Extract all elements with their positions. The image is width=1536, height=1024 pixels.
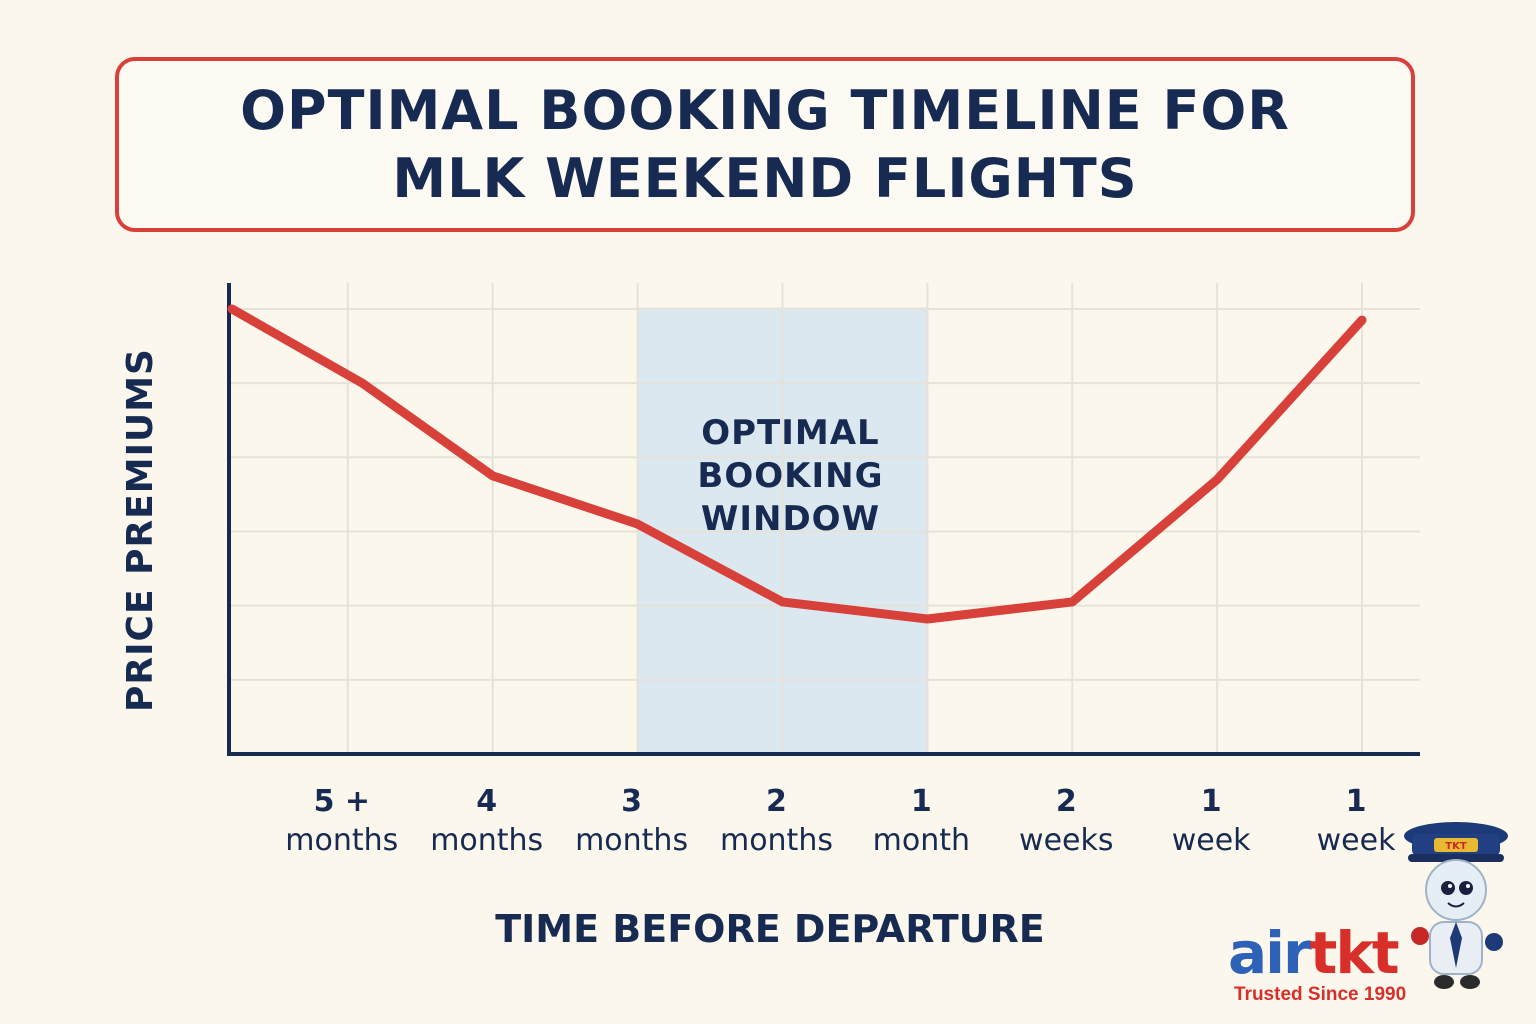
x-tick-label: 1 month bbox=[873, 784, 970, 858]
pilot-mascot-icon: TKT bbox=[1404, 822, 1508, 989]
price-premium-line bbox=[227, 304, 1367, 624]
brand-name-air: air bbox=[1228, 919, 1312, 987]
y-axis-label: PRICE PREMIUMS bbox=[120, 348, 161, 712]
mascot-badge-text: TKT bbox=[1445, 841, 1467, 852]
x-tick-label: 1 week bbox=[1172, 784, 1251, 858]
x-axis-label: TIME BEFORE DEPARTURE bbox=[495, 907, 1045, 951]
x-tick-label: 4 months bbox=[430, 784, 543, 858]
x-tick-label: 3 months bbox=[575, 784, 688, 858]
x-tick-label: 2 months bbox=[720, 784, 833, 858]
airtkt-logo: airtkt Trusted Since 1990 bbox=[1228, 918, 1438, 1018]
brand-name-tkt: tkt bbox=[1309, 919, 1400, 987]
x-tick-label: 2 weeks bbox=[1019, 784, 1113, 858]
brand-name: airtkt bbox=[1228, 918, 1400, 988]
title-box: OPTIMAL BOOKING TIMELINE FOR MLK WEEKEND… bbox=[115, 57, 1415, 232]
x-tick-label: 1 week bbox=[1317, 784, 1396, 858]
chart-title: OPTIMAL BOOKING TIMELINE FOR MLK WEEKEND… bbox=[240, 78, 1290, 210]
x-tick-label: 5 + months bbox=[285, 784, 398, 858]
optimal-window-label: OPTIMAL BOOKING WINDOW bbox=[697, 413, 883, 539]
brand-tagline: Trusted Since 1990 bbox=[1234, 984, 1407, 1005]
